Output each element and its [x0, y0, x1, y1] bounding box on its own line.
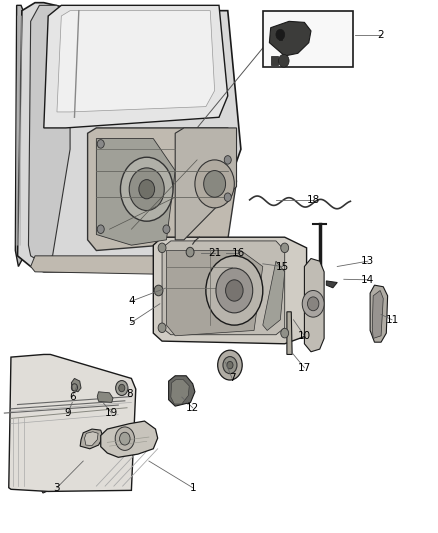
Polygon shape	[18, 3, 241, 272]
Circle shape	[227, 361, 233, 369]
Polygon shape	[31, 256, 197, 274]
Polygon shape	[304, 259, 324, 352]
Circle shape	[97, 225, 104, 233]
Circle shape	[129, 168, 164, 211]
Circle shape	[281, 328, 289, 338]
Text: 19: 19	[105, 408, 118, 418]
Text: 13: 13	[361, 256, 374, 266]
Polygon shape	[101, 421, 158, 457]
Text: 16: 16	[232, 248, 245, 258]
Circle shape	[218, 350, 242, 380]
Text: 15: 15	[276, 262, 289, 271]
Circle shape	[279, 54, 289, 67]
Text: 21: 21	[208, 248, 221, 258]
Polygon shape	[42, 357, 49, 493]
Circle shape	[302, 290, 324, 317]
Polygon shape	[166, 251, 263, 336]
Circle shape	[163, 225, 170, 233]
Circle shape	[307, 297, 319, 311]
Polygon shape	[28, 5, 70, 261]
Polygon shape	[57, 11, 215, 112]
Text: 8: 8	[126, 390, 133, 399]
Circle shape	[223, 357, 237, 374]
Circle shape	[139, 180, 155, 199]
Circle shape	[115, 427, 134, 450]
Polygon shape	[269, 21, 311, 56]
Circle shape	[97, 140, 104, 148]
Circle shape	[281, 243, 289, 253]
Polygon shape	[279, 35, 282, 40]
Polygon shape	[326, 281, 337, 288]
Circle shape	[116, 381, 128, 395]
Circle shape	[195, 160, 234, 208]
Circle shape	[204, 171, 226, 197]
Polygon shape	[9, 354, 136, 491]
Circle shape	[158, 243, 166, 253]
Polygon shape	[15, 5, 25, 266]
Polygon shape	[169, 376, 195, 406]
Polygon shape	[271, 56, 278, 65]
Circle shape	[276, 29, 285, 40]
Polygon shape	[96, 139, 175, 245]
Text: 18: 18	[307, 195, 320, 205]
Polygon shape	[85, 432, 98, 446]
Text: 5: 5	[128, 318, 135, 327]
Text: 9: 9	[64, 408, 71, 418]
Text: 4: 4	[128, 296, 135, 306]
Circle shape	[120, 432, 130, 445]
Polygon shape	[153, 237, 307, 344]
Circle shape	[224, 193, 231, 201]
Circle shape	[206, 256, 263, 325]
Text: 12: 12	[186, 403, 199, 413]
Circle shape	[120, 157, 173, 221]
Circle shape	[224, 156, 231, 164]
FancyBboxPatch shape	[263, 11, 353, 67]
Text: 14: 14	[361, 275, 374, 285]
Polygon shape	[97, 392, 113, 402]
Polygon shape	[175, 128, 237, 240]
Text: 1: 1	[189, 483, 196, 492]
Circle shape	[186, 247, 194, 257]
Circle shape	[158, 323, 166, 333]
Polygon shape	[80, 429, 103, 449]
Circle shape	[226, 280, 243, 301]
Text: 3: 3	[53, 483, 60, 492]
Polygon shape	[370, 285, 388, 342]
Polygon shape	[263, 261, 285, 330]
Polygon shape	[372, 290, 383, 338]
Polygon shape	[287, 312, 292, 354]
Circle shape	[119, 384, 125, 392]
Polygon shape	[44, 5, 228, 128]
Polygon shape	[162, 241, 285, 335]
Circle shape	[154, 285, 163, 296]
Polygon shape	[171, 379, 189, 404]
Polygon shape	[71, 378, 81, 392]
Text: 2: 2	[378, 30, 385, 39]
Text: 7: 7	[229, 374, 236, 383]
Text: 6: 6	[69, 392, 76, 402]
Text: 11: 11	[385, 315, 399, 325]
Text: 10: 10	[298, 331, 311, 341]
Polygon shape	[88, 128, 237, 251]
Text: 17: 17	[298, 363, 311, 373]
Circle shape	[216, 268, 253, 313]
